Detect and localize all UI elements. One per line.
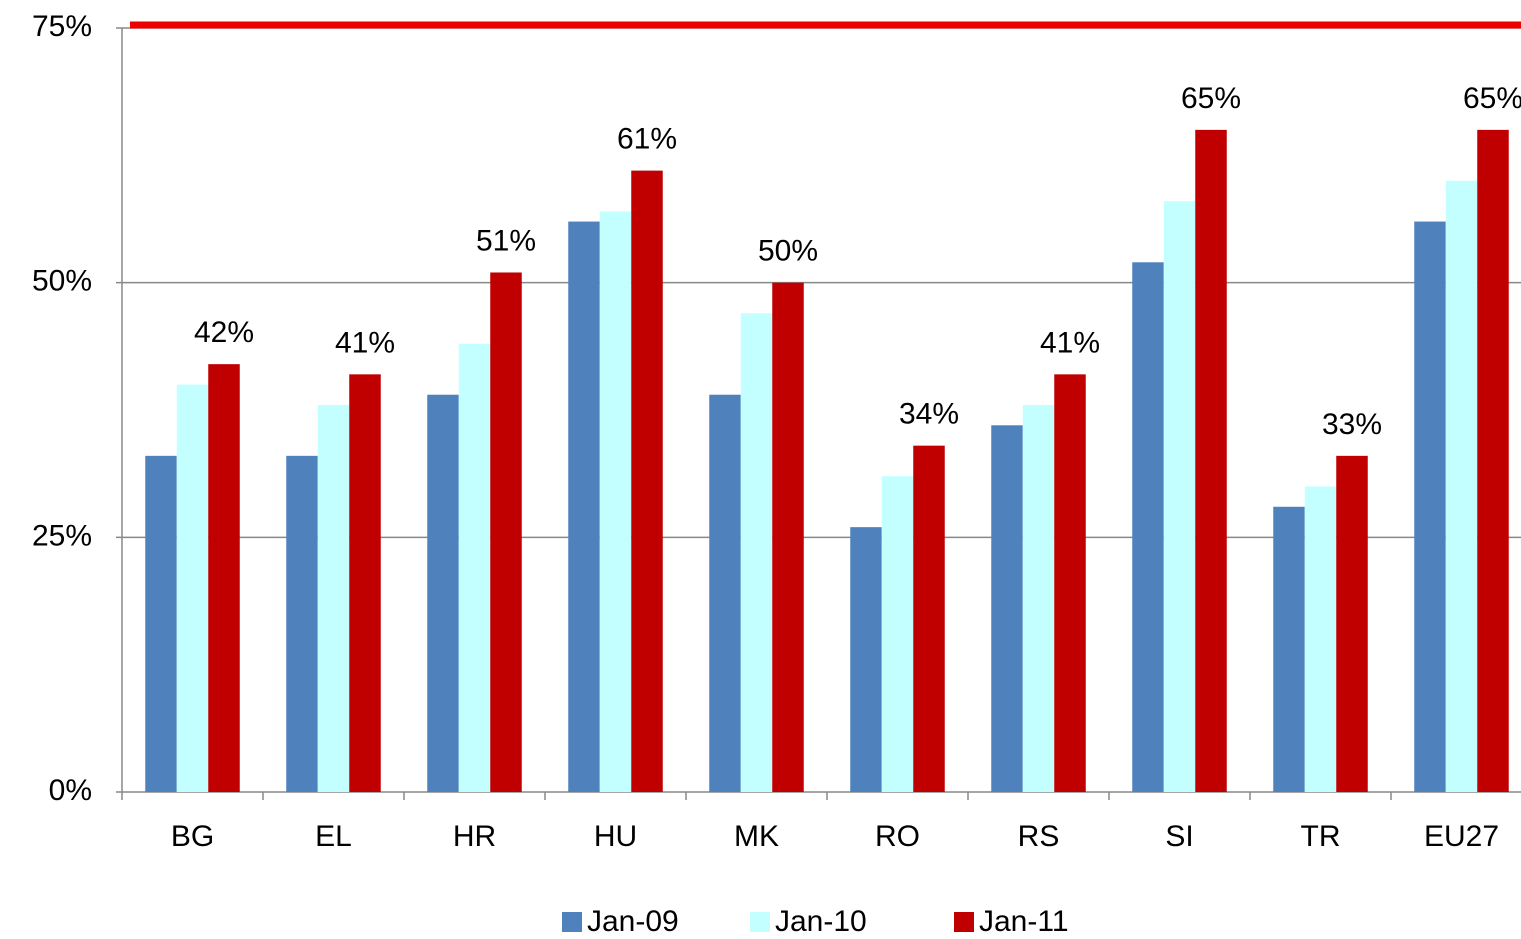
value-label: 65%: [1181, 82, 1241, 115]
bar: [145, 455, 177, 792]
bar: [1054, 374, 1086, 792]
x-tick-label: HR: [453, 820, 496, 853]
bar: [208, 364, 240, 792]
bar: [631, 170, 663, 792]
bar: [850, 527, 882, 792]
legend-swatch: [562, 912, 582, 932]
bar: [881, 476, 914, 792]
x-tick-label: RO: [875, 820, 920, 853]
value-label: 41%: [335, 326, 395, 359]
bar: [740, 313, 773, 792]
legend-label: Jan-09: [587, 905, 679, 938]
legend-swatch: [954, 912, 974, 932]
bar: [599, 211, 632, 793]
value-label: 61%: [617, 123, 677, 156]
value-label: 50%: [758, 235, 818, 268]
x-tick-label: RS: [1018, 820, 1060, 853]
x-tick-label: TR: [1301, 820, 1341, 853]
bar: [1195, 129, 1227, 792]
bar: [1132, 262, 1164, 792]
y-tick-label: 50%: [32, 265, 92, 298]
bar: [913, 445, 945, 792]
bar: [490, 272, 522, 793]
legend-swatch: [750, 912, 770, 932]
bar: [458, 343, 491, 792]
value-label: 33%: [1322, 408, 1382, 441]
x-tick-label: EU27: [1424, 820, 1499, 853]
value-label: 34%: [899, 398, 959, 431]
bar: [1304, 486, 1337, 792]
bar: [1414, 221, 1446, 793]
bar: [1022, 404, 1055, 792]
legend-label: Jan-10: [775, 905, 867, 938]
value-label: 42%: [194, 316, 254, 349]
bar: [286, 455, 318, 792]
x-tick-label: MK: [734, 820, 779, 853]
bar: [772, 282, 804, 792]
bar: [317, 404, 350, 792]
bar: [349, 374, 381, 792]
y-tick-label: 75%: [32, 10, 92, 43]
value-label: 51%: [476, 224, 536, 257]
bar: [991, 425, 1023, 792]
bar: [427, 394, 459, 792]
y-tick-label: 25%: [32, 519, 92, 552]
value-label: 65%: [1463, 82, 1521, 115]
bar: [1273, 506, 1305, 792]
x-tick-label: SI: [1165, 820, 1193, 853]
legend-label: Jan-11: [979, 905, 1069, 938]
y-tick-label: 0%: [49, 774, 92, 807]
bar: [568, 221, 600, 793]
x-tick-label: HU: [594, 820, 637, 853]
bar: [1336, 455, 1368, 792]
x-tick-label: BG: [171, 820, 214, 853]
bar: [176, 384, 209, 792]
value-label: 41%: [1040, 326, 1100, 359]
bar: [1445, 180, 1478, 793]
bar: [1163, 201, 1196, 792]
x-tick-label: EL: [315, 820, 352, 853]
bar: [709, 394, 741, 792]
bar: [1477, 129, 1509, 792]
